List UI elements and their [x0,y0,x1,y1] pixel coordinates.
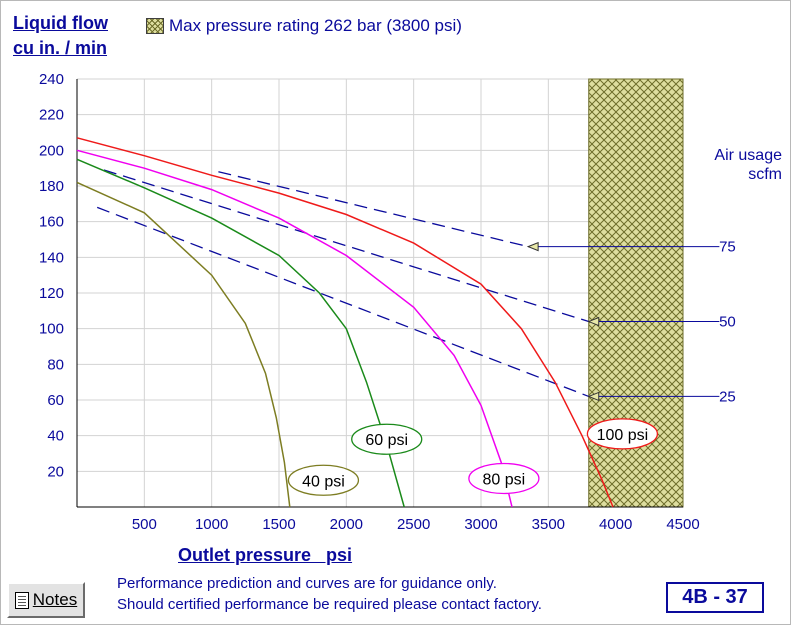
y-tick-label: 100 [39,321,64,338]
legend: Max pressure rating 262 bar (3800 psi) [146,16,462,36]
x-tick-label: 1000 [195,516,228,533]
curve-60-psi [76,158,405,508]
curve-label-100-psi: 100 psi [597,427,649,444]
notes-button[interactable]: Notes [7,582,85,618]
curve-label-ellipse-40-psi [287,464,360,496]
air-usage-label-25: 25 [719,388,736,405]
y-axis-title-line1: Liquid flow [13,13,108,33]
air-usage-line-50 [103,169,589,323]
disclaimer-line1: Performance prediction and curves are fo… [117,575,497,592]
y-tick-label: 160 [39,214,64,231]
notes-icon [14,591,29,609]
y-tick-label: 220 [39,107,64,124]
x-tick-label: 3000 [464,516,497,533]
legend-label: Max pressure rating 262 bar (3800 psi) [169,16,462,35]
curve-label-80-psi: 80 psi [483,471,526,488]
notes-button-label: Notes [32,590,78,609]
y-tick-label: 20 [47,463,64,480]
disclaimer-line2: Should certified performance be required… [117,596,542,613]
x-tick-label: 4000 [599,516,632,533]
x-tick-label: 4500 [666,516,699,533]
y-tick-label: 200 [39,142,64,159]
air-usage-title: Air usage scfm [714,146,782,184]
x-tick-label: 1500 [262,516,295,533]
y-tick-label: 140 [39,249,64,266]
crosshatch-legend-swatch [146,18,164,34]
y-tick-label: 240 [39,71,64,88]
chart-reference-box: 4B - 37 [666,582,764,613]
air-usage-title-line1: Air usage [714,147,782,164]
y-tick-label: 40 [47,428,64,445]
x-tick-label: 2500 [397,516,430,533]
air-usage-label-75: 75 [719,239,736,256]
disclaimer: Performance prediction and curves are fo… [117,573,542,615]
air-usage-label-50: 50 [719,314,736,331]
air-usage-line-25 [96,206,589,398]
air-usage-title-line2: scfm [748,166,782,183]
y-tick-label: 80 [47,356,64,373]
x-axis-title: Outlet pressure psi [178,545,353,565]
x-tick-label: 500 [132,516,157,533]
chart-reference: 4B - 37 [682,586,748,608]
curve-80-psi [76,149,513,508]
air-usage-arrow-50 [587,316,600,327]
x-tick-label: 2000 [330,516,363,533]
curve-100-psi [76,137,614,508]
curve-label-ellipse-60-psi [351,423,423,455]
y-axis-title-line2: cu in. / min [13,38,108,58]
y-tick-label: 60 [47,392,64,409]
air-usage-line-75 [218,171,529,248]
air-usage-arrow-75 [526,241,539,252]
curve-label-ellipse-80-psi [468,462,540,495]
curve-label-40-psi: 40 psi [302,473,345,490]
y-tick-label: 180 [39,178,64,195]
curve-label-ellipse-100-psi [586,418,659,450]
y-tick-label: 120 [39,285,64,302]
x-tick-label: 3500 [532,516,565,533]
curve-40-psi [76,181,291,508]
air-usage-arrow-25 [587,391,600,402]
curve-label-60-psi: 60 psi [365,432,408,449]
